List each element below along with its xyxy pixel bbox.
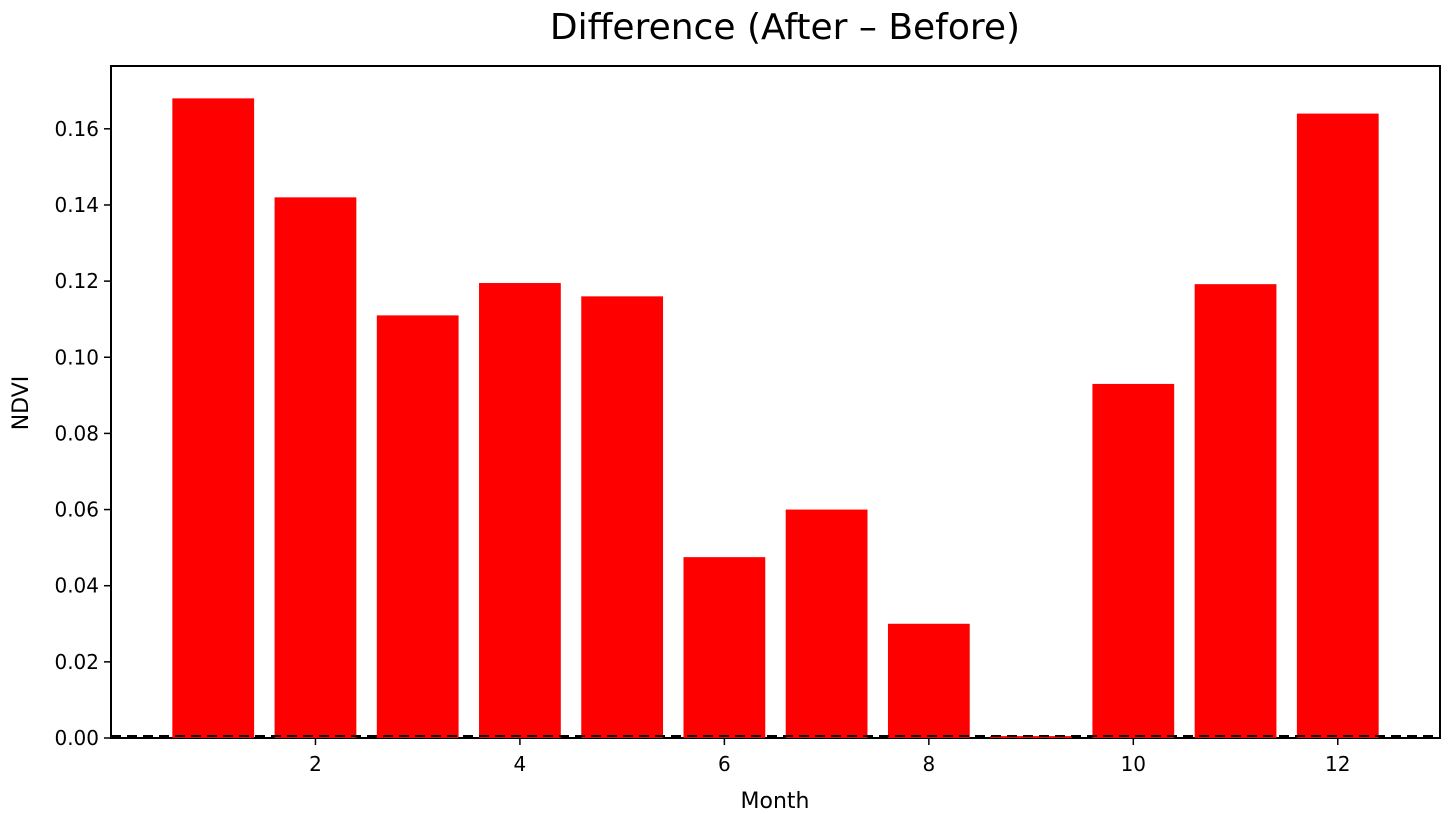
y-tick-label: 0.06 [54, 498, 99, 522]
bar-month-1 [172, 98, 255, 739]
bar-month-11 [1194, 284, 1277, 738]
x-tick-label: 4 [514, 752, 527, 776]
y-axis-ticks: 0.00 0.02 0.04 0.06 0.08 0.10 0.12 0.14 0.16 [54, 117, 111, 750]
bar-month-3 [376, 315, 459, 738]
x-tick-label: 8 [922, 752, 935, 776]
plot-area [110, 65, 1441, 739]
plot-frame [110, 65, 1441, 739]
bar-month-6 [683, 557, 766, 738]
bar-month-2 [274, 197, 357, 739]
y-tick-label: 0.02 [54, 650, 99, 674]
y-tick-label: 0.16 [54, 117, 99, 141]
y-axis-label: NDVI [9, 376, 34, 431]
bar-month-12 [1296, 113, 1379, 739]
y-tick-label: 0.00 [54, 726, 99, 750]
bar-month-5 [581, 296, 664, 738]
x-tick-label: 6 [718, 752, 731, 776]
bar-month-10 [1092, 383, 1175, 738]
bar-month-9 [990, 736, 1072, 738]
bar-group [172, 98, 1379, 739]
x-tick-label: 2 [309, 752, 322, 776]
y-tick-label: 0.12 [54, 269, 99, 293]
bar-month-7 [785, 509, 868, 738]
x-tick-label: 12 [1325, 752, 1350, 776]
bar-month-4 [479, 283, 561, 738]
y-tick-label: 0.14 [54, 193, 99, 217]
x-axis-label: Month [741, 789, 810, 814]
x-tick-label: 10 [1121, 752, 1146, 776]
chart-title: Difference (After – Before) [550, 7, 1020, 48]
y-tick-label: 0.04 [54, 574, 99, 598]
y-tick-label: 0.08 [54, 421, 99, 445]
bar-month-8 [887, 623, 970, 738]
y-tick-label: 0.10 [54, 345, 99, 369]
x-axis-ticks: 2 4 6 8 10 12 [309, 738, 1350, 776]
